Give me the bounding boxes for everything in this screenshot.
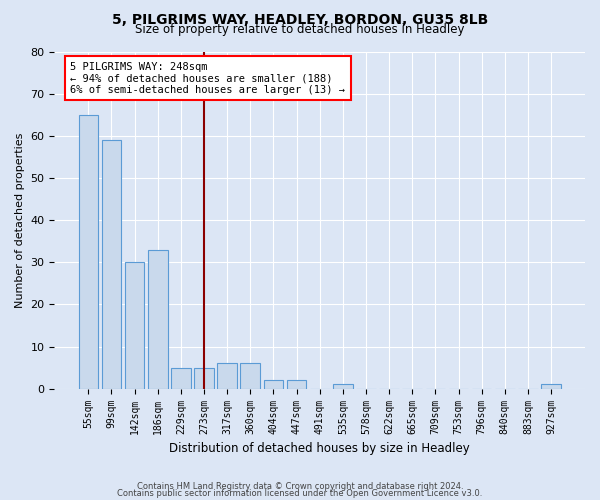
Bar [194,368,214,388]
X-axis label: Distribution of detached houses by size in Headley: Distribution of detached houses by size … [169,442,470,455]
Bar [148,250,167,388]
Bar [263,380,283,388]
Text: Size of property relative to detached houses in Headley: Size of property relative to detached ho… [135,22,465,36]
Text: Contains public sector information licensed under the Open Government Licence v3: Contains public sector information licen… [118,489,482,498]
Bar [101,140,121,388]
Text: Contains HM Land Registry data © Crown copyright and database right 2024.: Contains HM Land Registry data © Crown c… [137,482,463,491]
Y-axis label: Number of detached properties: Number of detached properties [15,132,25,308]
Bar [333,384,353,388]
Text: 5 PILGRIMS WAY: 248sqm
← 94% of detached houses are smaller (188)
6% of semi-det: 5 PILGRIMS WAY: 248sqm ← 94% of detached… [70,62,346,95]
Bar [541,384,561,388]
Bar [241,364,260,388]
Text: 5, PILGRIMS WAY, HEADLEY, BORDON, GU35 8LB: 5, PILGRIMS WAY, HEADLEY, BORDON, GU35 8… [112,12,488,26]
Bar [125,262,145,388]
Bar [171,368,191,388]
Bar [217,364,237,388]
Bar [79,114,98,388]
Bar [287,380,307,388]
